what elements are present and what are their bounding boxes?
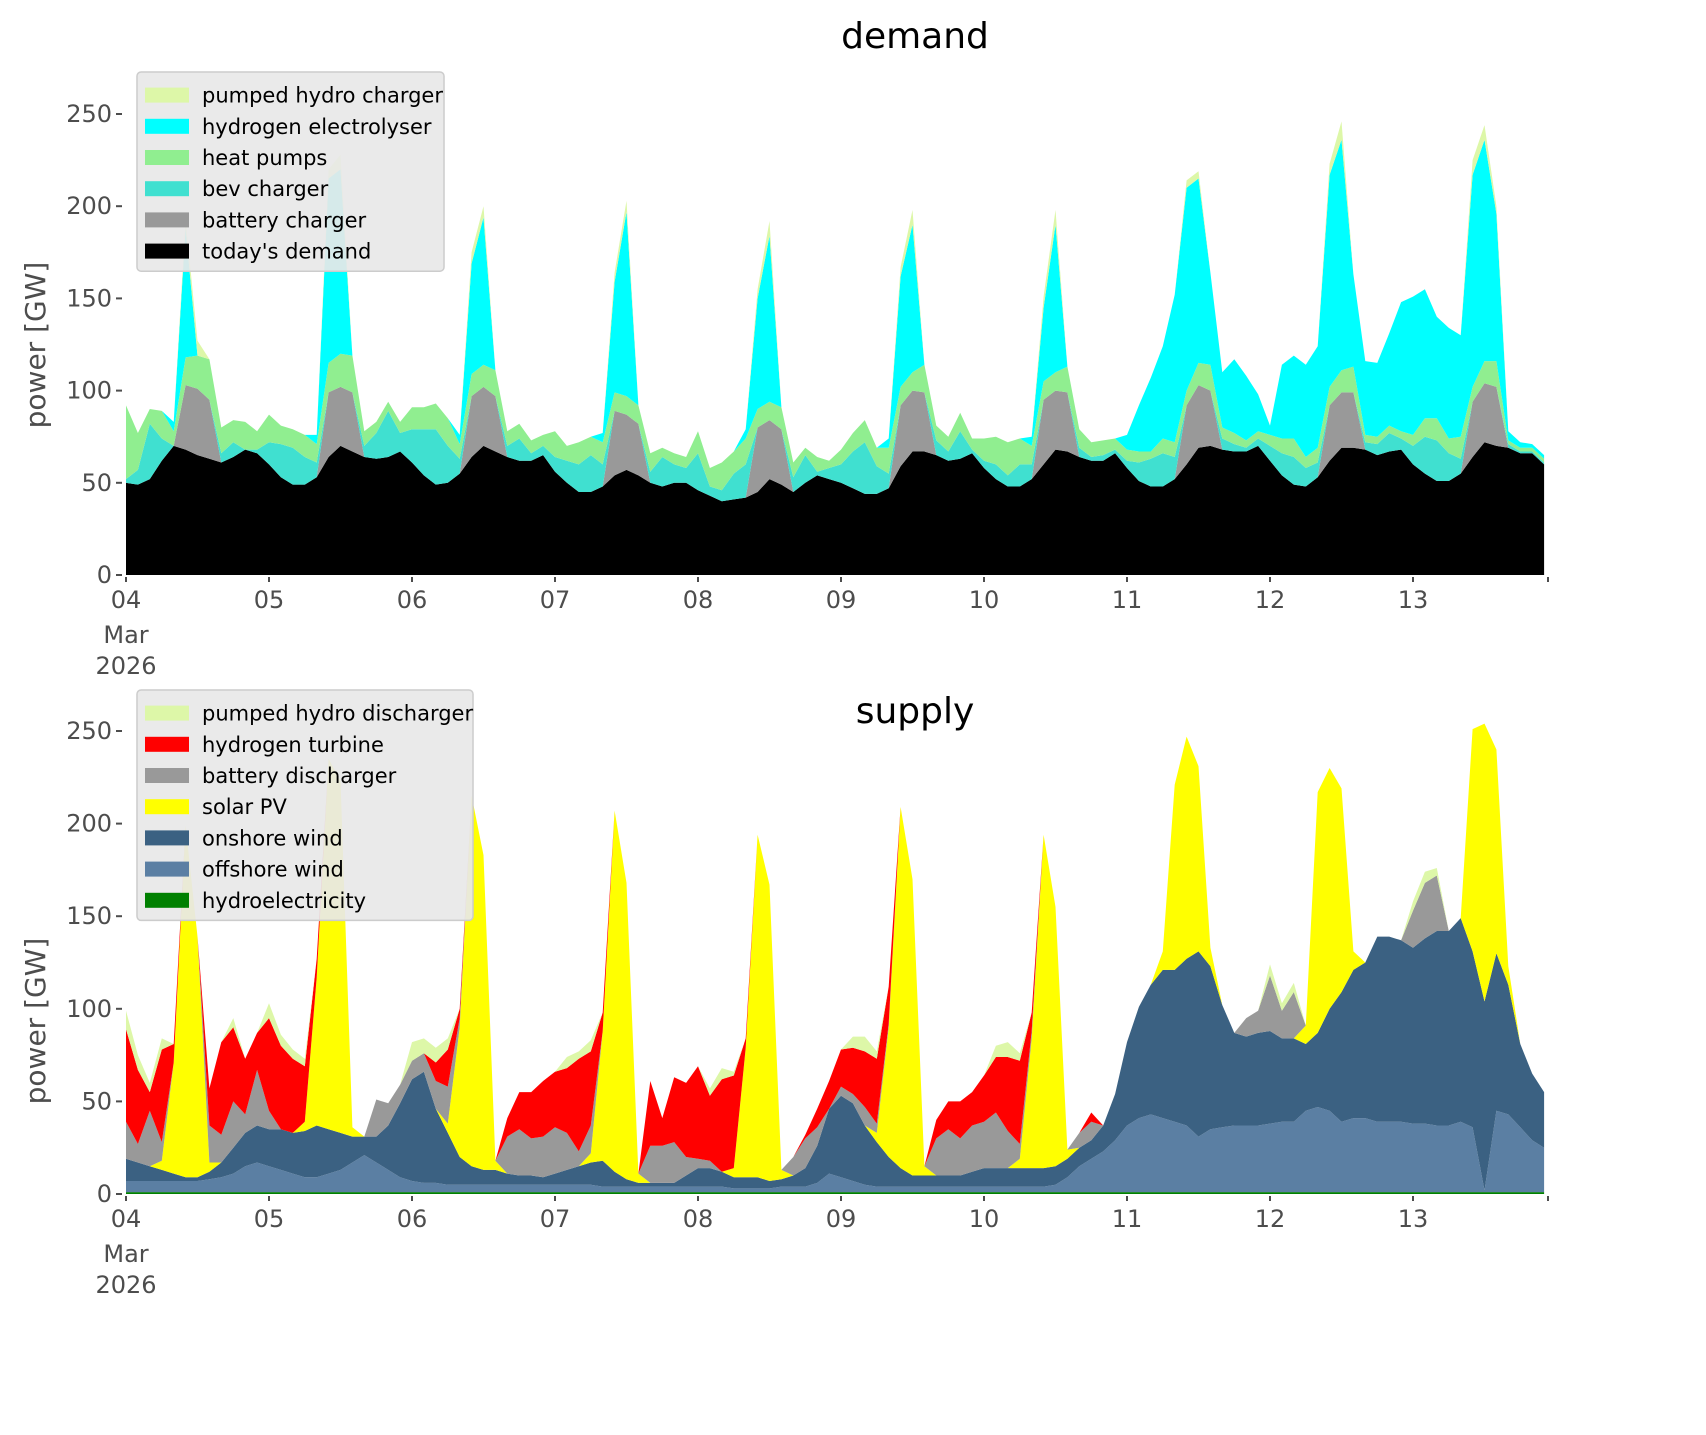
y-axis-label: power [GW] xyxy=(19,262,52,429)
legend-box xyxy=(136,689,474,922)
area-battery-charger xyxy=(126,383,1545,502)
legend-swatch xyxy=(145,768,189,783)
legend-label: today's demand xyxy=(202,240,371,264)
x-tick-label: 12 xyxy=(1255,586,1286,614)
legend-swatch xyxy=(145,87,189,103)
legend-swatch xyxy=(145,212,189,228)
legend-label: pumped hydro discharger xyxy=(202,702,473,726)
x-axis: 04 Mar 2026 05 06 07 08 09 10 11 12 13 xyxy=(95,577,1549,680)
area-hydroelectricity xyxy=(126,1192,1545,1194)
legend-swatch xyxy=(145,892,189,908)
legend-label: battery charger xyxy=(202,208,367,232)
supply-panel: supply 0 50 100 150 200 250 04 Mar 2026 05 06 07 08… xyxy=(19,689,1549,1299)
legend-swatch xyxy=(145,243,189,259)
y-tick-label: 250 xyxy=(66,100,112,128)
x-tick-label: 10 xyxy=(969,1205,1000,1233)
y-tick-label: 150 xyxy=(66,902,112,930)
legend-swatch xyxy=(145,736,189,752)
x-tick-label: 06 xyxy=(397,586,428,614)
legend-label: hydrogen electrolyser xyxy=(202,115,432,139)
x-tick-sublabel: 2026 xyxy=(95,652,156,680)
legend-swatch xyxy=(145,861,189,877)
x-tick-label: 04 xyxy=(111,1205,142,1233)
x-tick-label: 09 xyxy=(826,586,857,614)
legend-label: solar PV xyxy=(202,795,287,819)
chart-title: demand xyxy=(841,16,989,57)
y-tick-label: 50 xyxy=(81,469,112,497)
x-tick-sublabel: 2026 xyxy=(95,1271,156,1299)
legend-label: bev charger xyxy=(202,177,329,201)
legend-label: battery discharger xyxy=(202,764,397,788)
x-tick-label: 04 xyxy=(111,586,142,614)
legend-label: offshore wind xyxy=(202,858,344,882)
x-axis: 04 Mar 2026 05 06 07 08 09 10 11 12 13 xyxy=(95,1196,1549,1299)
legend-swatch xyxy=(145,181,189,197)
area-bev-charger xyxy=(126,383,1545,502)
y-tick-label: 200 xyxy=(66,192,112,220)
legend: pumped hydro charger hydrogen electrolyse… xyxy=(136,71,445,272)
x-tick-label: 06 xyxy=(397,1205,428,1233)
legend-label: hydrogen turbine xyxy=(202,733,384,757)
legend: pumped hydro discharger hydrogen turbine b… xyxy=(136,689,474,922)
demand-panel: demand 0 50 100 150 200 250 04 Mar 2026 05 06 07 08… xyxy=(19,16,1549,680)
legend-label: onshore wind xyxy=(202,826,343,850)
y-tick-label: 100 xyxy=(66,995,112,1023)
y-tick-label: 0 xyxy=(97,1180,112,1208)
area-today-s-demand xyxy=(126,442,1545,575)
x-tick-sublabel: Mar xyxy=(103,621,148,649)
legend-swatch xyxy=(145,799,189,815)
x-tick-label: 10 xyxy=(969,586,1000,614)
demand-areas xyxy=(126,121,1545,575)
area-heat-pumps xyxy=(126,353,1545,491)
x-tick-label: 11 xyxy=(1112,586,1143,614)
y-tick-label: 0 xyxy=(97,561,112,589)
x-tick-label: 13 xyxy=(1398,1205,1429,1233)
x-tick-label: 08 xyxy=(683,1205,714,1233)
x-tick-label: 05 xyxy=(254,586,285,614)
area-hydrogen-electrolyser xyxy=(126,139,1545,469)
y-axis-label: power [GW] xyxy=(19,938,52,1105)
y-tick-label: 150 xyxy=(66,284,112,312)
y-tick-label: 50 xyxy=(81,1087,112,1115)
x-tick-label: 13 xyxy=(1398,586,1429,614)
y-tick-label: 250 xyxy=(66,717,112,745)
legend-box xyxy=(136,71,445,272)
y-axis: 0 50 100 150 200 250 xyxy=(66,100,122,589)
legend-swatch xyxy=(145,150,189,165)
x-tick-label: 11 xyxy=(1112,1205,1143,1233)
legend-label: heat pumps xyxy=(202,146,327,170)
legend-swatch xyxy=(145,705,189,721)
y-tick-label: 200 xyxy=(66,810,112,838)
area-hydrogen-turbine xyxy=(126,723,1545,1174)
supply-areas xyxy=(126,723,1545,1194)
legend-swatch xyxy=(145,830,189,846)
x-tick-label: 09 xyxy=(826,1205,857,1233)
x-tick-label: 12 xyxy=(1255,1205,1286,1233)
legend-label: hydroelectricity xyxy=(202,889,366,913)
x-tick-label: 07 xyxy=(540,1205,571,1233)
legend-label: pumped hydro charger xyxy=(202,84,443,108)
area-solar-pv xyxy=(126,723,1545,1183)
x-tick-label: 08 xyxy=(683,586,714,614)
x-tick-label: 07 xyxy=(540,586,571,614)
y-axis: 0 50 100 150 200 250 xyxy=(66,717,122,1208)
chart-title: supply xyxy=(856,691,975,732)
y-tick-label: 100 xyxy=(66,377,112,405)
area-onshore-wind xyxy=(126,918,1545,1191)
area-offshore-wind xyxy=(126,1107,1545,1193)
legend-swatch xyxy=(145,118,189,134)
x-tick-label: 05 xyxy=(254,1205,285,1233)
x-tick-sublabel: Mar xyxy=(103,1240,148,1268)
